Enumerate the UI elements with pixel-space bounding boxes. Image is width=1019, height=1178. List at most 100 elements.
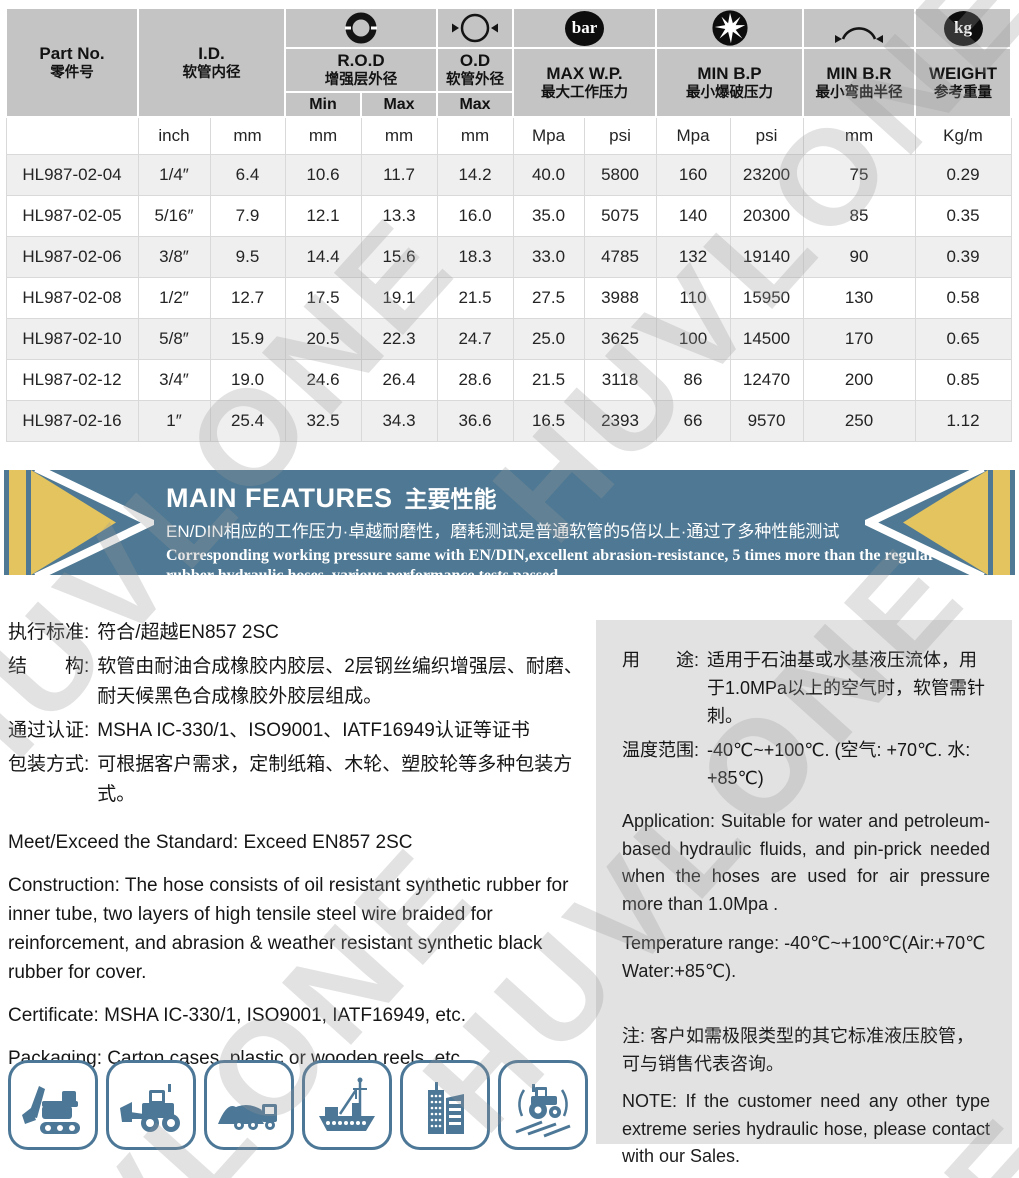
cell-id-mm: 7.9 (209, 194, 286, 237)
cell-id-inch: 1/4″ (137, 153, 211, 196)
cell-bp-mpa: 110 (655, 276, 731, 319)
cell-bp-mpa: 160 (655, 153, 731, 196)
cell-od-max: 16.0 (436, 194, 514, 237)
main-features-banner: MAIN FEATURES 主要性能 EN/DIN相应的工作压力·卓越耐磨性，磨… (4, 470, 1015, 584)
banner-title-zh: 主要性能 (404, 486, 497, 512)
spec-construction-en: Construction: The hose consists of oil r… (8, 875, 569, 983)
cell-od-max: 36.6 (436, 399, 514, 442)
cell-od-max: 21.5 (436, 276, 514, 319)
cell-bp-psi: 15950 (729, 276, 804, 319)
cell-id-mm: 19.0 (209, 358, 286, 401)
cell-id-mm: 15.9 (209, 317, 286, 360)
min-br-label-zh: 最小弯曲半径 (815, 84, 903, 101)
cell-rod-min: 20.5 (284, 317, 362, 360)
cell-wp-psi: 5075 (583, 194, 657, 237)
cell-rod-min: 10.6 (284, 153, 362, 196)
col-header-rod: R.O.D 增强层外径 (284, 47, 438, 93)
rod-min-header: Min (284, 91, 362, 118)
cell-id-inch: 3/8″ (137, 235, 211, 278)
cell-bp-psi: 20300 (729, 194, 804, 237)
ship-icon (302, 1060, 392, 1150)
rod-max-header: Max (360, 91, 438, 118)
excavator-icon (8, 1060, 98, 1150)
cell-wp-psi: 2393 (583, 399, 657, 442)
unit-cell: Mpa (512, 116, 585, 155)
unit-cell (5, 116, 139, 155)
cell-id-mm: 12.7 (209, 276, 286, 319)
banner-title: MAIN FEATURES 主要性能 (166, 480, 956, 514)
cell-br-mm: 75 (802, 153, 916, 196)
cell-br-mm: 130 (802, 276, 916, 319)
table-row: HL987-02-08 1/2″ 12.7 17.5 19.1 21.5 27.… (5, 276, 1012, 319)
unit-cell: mm (284, 116, 362, 155)
spec-certificate-en: Certificate: MSHA IC-330/1, ISO9001, IAT… (8, 1005, 466, 1026)
cell-br-mm: 90 (802, 235, 916, 278)
col-header-max-wp: MAX W.P. 最大工作压力 (512, 47, 657, 118)
spec-value: 可根据客户需求，定制纸箱、木轮、塑胶轮等多种包装方式。 (97, 754, 573, 805)
spec-value: 软管由耐油合成橡胶内胶层、2层钢丝编织增强层、耐磨、耐天候黑色合成橡胶外胶层组成… (97, 656, 583, 707)
min-bp-label-zh: 最小爆破压力 (686, 84, 773, 101)
od-label-en: O.D (459, 51, 491, 70)
cell-bp-psi: 9570 (729, 399, 804, 442)
unit-cell: psi (583, 116, 657, 155)
outer-diameter-icon (452, 13, 498, 43)
bend-radius-icon (835, 27, 883, 43)
cell-rod-max: 11.7 (360, 153, 438, 196)
wheel-loader-icon (106, 1060, 196, 1150)
cell-bp-psi: 14500 (729, 317, 804, 360)
cell-weight: 1.12 (914, 399, 1012, 442)
spec-value: MSHA IC-330/1、ISO9001、IATF16949认证等证书 (97, 720, 530, 741)
reinforcement-ring-icon (345, 12, 377, 44)
unit-cell: mm (360, 116, 438, 155)
banner-text: MAIN FEATURES 主要性能 EN/DIN相应的工作压力·卓越耐磨性，磨… (166, 480, 956, 585)
cell-bp-mpa: 132 (655, 235, 731, 278)
spec-label: 包装方式: (8, 754, 90, 775)
cell-rod-max: 15.6 (360, 235, 438, 278)
cell-wp-psi: 3118 (583, 358, 657, 401)
cell-weight: 0.35 (914, 194, 1012, 237)
max-wp-label-zh: 最大工作压力 (541, 84, 628, 101)
cell-wp-mpa: 16.5 (512, 399, 585, 442)
weight-label-en: WEIGHT (929, 63, 997, 83)
part-no-label-en: Part No. (39, 43, 105, 63)
unit-cell: mm (802, 116, 916, 155)
cell-br-mm: 250 (802, 399, 916, 442)
spec-value: -40℃~+100℃. (空气: +70℃. 水: +85℃) (707, 740, 971, 788)
cell-part: HL987-02-10 (5, 317, 139, 360)
rod-icon-cell (284, 7, 438, 49)
units-row: inch mm mm mm mm Mpa psi Mpa psi mm Kg/m (5, 116, 1012, 155)
od-icon-cell (436, 7, 514, 49)
cell-rod-min: 32.5 (284, 399, 362, 442)
cell-od-max: 28.6 (436, 358, 514, 401)
cell-wp-mpa: 25.0 (512, 317, 585, 360)
id-label-en: I.D. (198, 43, 225, 63)
table-row: HL987-02-16 1″ 25.4 32.5 34.3 36.6 16.5 … (5, 399, 1012, 442)
cell-weight: 0.29 (914, 153, 1012, 196)
id-label-zh: 软管内径 (182, 64, 241, 81)
cell-br-mm: 200 (802, 358, 916, 401)
banner-subtitle-zh: EN/DIN相应的工作压力·卓越耐磨性，磨耗测试是普通软管的5倍以上·通过了多种… (166, 522, 840, 541)
cell-part: HL987-02-16 (5, 399, 139, 442)
banner-subtitle-en: Corresponding working pressure same with… (166, 547, 935, 584)
cell-od-max: 14.2 (436, 153, 514, 196)
table-row: HL987-02-06 3/8″ 9.5 14.4 15.6 18.3 33.0… (5, 235, 1012, 278)
cell-part: HL987-02-06 (5, 235, 139, 278)
kg-weight-icon: kg (943, 10, 983, 46)
application-line-zh: 用 途: 适用于石油基或水基液压流体，用于1.0MPa以上的空气时，软管需针刺。 (622, 646, 990, 730)
cell-bp-psi: 12470 (729, 358, 804, 401)
cell-id-inch: 1″ (137, 399, 211, 442)
cell-wp-psi: 3988 (583, 276, 657, 319)
weight-label-zh: 参考重量 (934, 84, 992, 101)
cell-od-max: 24.7 (436, 317, 514, 360)
temperature-line-zh: 温度范围: -40℃~+100℃. (空气: +70℃. 水: +85℃) (622, 736, 990, 792)
bar-icon-cell: bar (512, 7, 657, 49)
cell-weight: 0.85 (914, 358, 1012, 401)
table-row: HL987-02-12 3/4″ 19.0 24.6 26.4 28.6 21.… (5, 358, 1012, 401)
spec-label: 结 构: (8, 656, 90, 677)
rod-label-zh: 增强层外径 (324, 72, 398, 88)
cell-bp-mpa: 100 (655, 317, 731, 360)
cell-id-mm: 9.5 (209, 235, 286, 278)
unit-cell: mm (436, 116, 514, 155)
bar-pressure-icon: bar (565, 10, 604, 46)
